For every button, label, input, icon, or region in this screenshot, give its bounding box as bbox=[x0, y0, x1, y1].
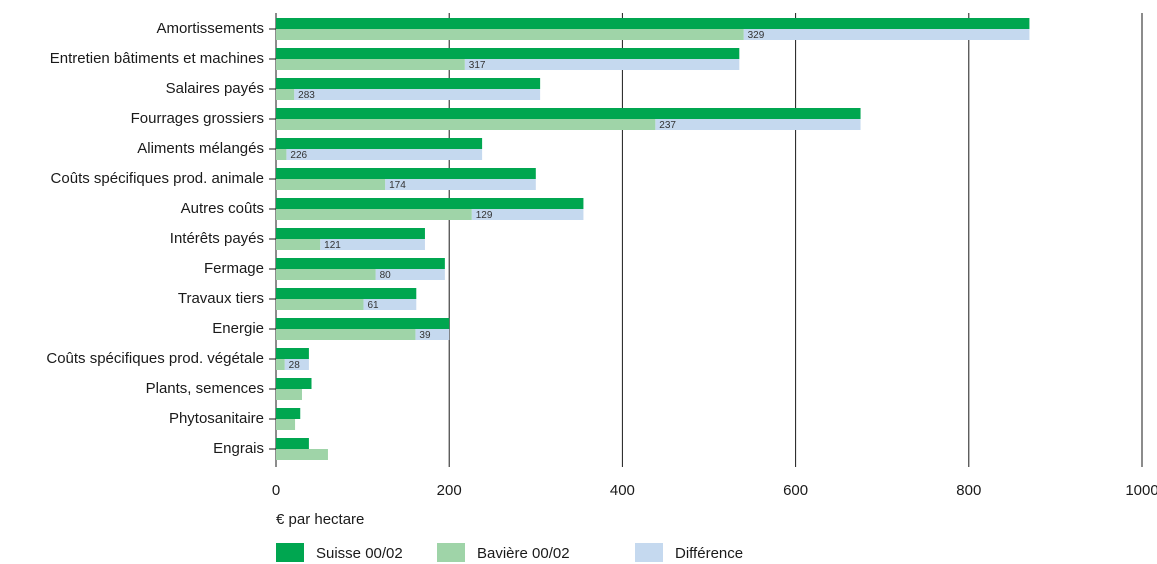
bar-difference bbox=[743, 29, 1030, 40]
category-label: Energie bbox=[212, 320, 264, 337]
category-label: Phytosanitaire bbox=[169, 410, 264, 427]
difference-data-label: 226 bbox=[290, 150, 307, 161]
bar-baviere bbox=[276, 179, 386, 190]
difference-data-label: 283 bbox=[298, 90, 315, 101]
x-tick-label: 400 bbox=[610, 482, 635, 499]
category-label: Entretien bâtiments et machines bbox=[50, 50, 264, 67]
bar-suisse bbox=[276, 258, 445, 269]
bars: 329 317 283 237 226 174 129 121 80 61 39 28 bbox=[276, 18, 1030, 460]
bar-baviere bbox=[276, 359, 285, 370]
category-labels: Amortissements Entretien bâtiments et mac… bbox=[46, 20, 276, 457]
bar-baviere bbox=[276, 209, 472, 220]
bar-baviere bbox=[276, 29, 744, 40]
bar-suisse bbox=[276, 318, 450, 329]
bar-difference bbox=[415, 329, 450, 340]
x-tick-label: 800 bbox=[956, 482, 981, 499]
bar-baviere bbox=[276, 239, 321, 250]
difference-data-label: 174 bbox=[389, 180, 406, 191]
x-tick-label: 200 bbox=[437, 482, 462, 499]
bar-baviere bbox=[276, 419, 296, 430]
category-label: Aliments mélangés bbox=[137, 140, 264, 157]
category-label: Fourrages grossiers bbox=[131, 110, 264, 127]
category-label: Intérêts payés bbox=[170, 230, 264, 247]
bar-suisse bbox=[276, 18, 1030, 29]
bar-suisse bbox=[276, 288, 417, 299]
legend-label: Suisse 00/02 bbox=[316, 545, 403, 562]
bar-difference bbox=[464, 59, 740, 70]
difference-data-label: 237 bbox=[659, 120, 676, 131]
bar-baviere bbox=[276, 59, 465, 70]
category-label: Salaires payés bbox=[166, 80, 264, 97]
bar-baviere bbox=[276, 299, 364, 310]
bar-suisse bbox=[276, 108, 861, 119]
bar-baviere bbox=[276, 119, 656, 130]
difference-data-label: 61 bbox=[367, 300, 379, 311]
difference-data-label: 317 bbox=[469, 60, 486, 71]
bar-difference bbox=[655, 119, 861, 130]
bar-difference bbox=[363, 299, 417, 310]
category-label: Engrais bbox=[213, 440, 264, 457]
difference-data-label: 129 bbox=[476, 210, 493, 221]
category-label: Travaux tiers bbox=[178, 290, 264, 307]
x-axis-ticks: 0 200 400 600 800 1000 bbox=[272, 482, 1157, 499]
legend-label: Différence bbox=[675, 545, 743, 562]
bar-baviere bbox=[276, 149, 287, 160]
difference-data-label: 329 bbox=[748, 30, 765, 41]
difference-data-label: 39 bbox=[419, 330, 431, 341]
bar-suisse bbox=[276, 168, 536, 179]
bar-baviere bbox=[276, 89, 295, 100]
bar-suisse bbox=[276, 198, 584, 209]
x-axis-label: € par hectare bbox=[276, 511, 364, 528]
category-label: Coûts spécifiques prod. végétale bbox=[46, 350, 264, 367]
bar-suisse bbox=[276, 408, 301, 419]
x-tick-label: 600 bbox=[783, 482, 808, 499]
bar-suisse bbox=[276, 48, 740, 59]
bar-difference bbox=[294, 89, 541, 100]
bar-suisse bbox=[276, 348, 309, 359]
category-label: Fermage bbox=[204, 260, 264, 277]
category-label: Autres coûts bbox=[181, 200, 264, 217]
legend-label: Bavière 00/02 bbox=[477, 545, 570, 562]
bar-baviere bbox=[276, 329, 416, 340]
legend: Suisse 00/02 Bavière 00/02 Différence bbox=[276, 543, 743, 562]
category-label: Coûts spécifiques prod. animale bbox=[51, 170, 264, 187]
difference-data-label: 28 bbox=[289, 360, 301, 371]
bar-suisse bbox=[276, 228, 425, 239]
bar-difference bbox=[375, 269, 445, 280]
legend-swatch bbox=[635, 543, 663, 562]
bar-suisse bbox=[276, 78, 541, 89]
bar-baviere bbox=[276, 269, 376, 280]
category-label: Amortissements bbox=[156, 20, 264, 37]
bar-suisse bbox=[276, 138, 483, 149]
bar-suisse bbox=[276, 378, 312, 389]
bar-difference bbox=[286, 149, 483, 160]
legend-swatch bbox=[276, 543, 304, 562]
bar-difference bbox=[284, 359, 309, 370]
difference-data-label: 121 bbox=[324, 240, 341, 251]
difference-data-label: 80 bbox=[380, 270, 392, 281]
bar-difference bbox=[320, 239, 425, 250]
bar-difference bbox=[471, 209, 584, 220]
bar-suisse bbox=[276, 438, 309, 449]
x-tick-label: 0 bbox=[272, 482, 280, 499]
x-tick-label: 1000 bbox=[1125, 482, 1157, 499]
legend-swatch bbox=[437, 543, 465, 562]
category-label: Plants, semences bbox=[146, 380, 264, 397]
bar-baviere bbox=[276, 449, 328, 460]
bar-baviere bbox=[276, 389, 302, 400]
bar-difference bbox=[385, 179, 536, 190]
